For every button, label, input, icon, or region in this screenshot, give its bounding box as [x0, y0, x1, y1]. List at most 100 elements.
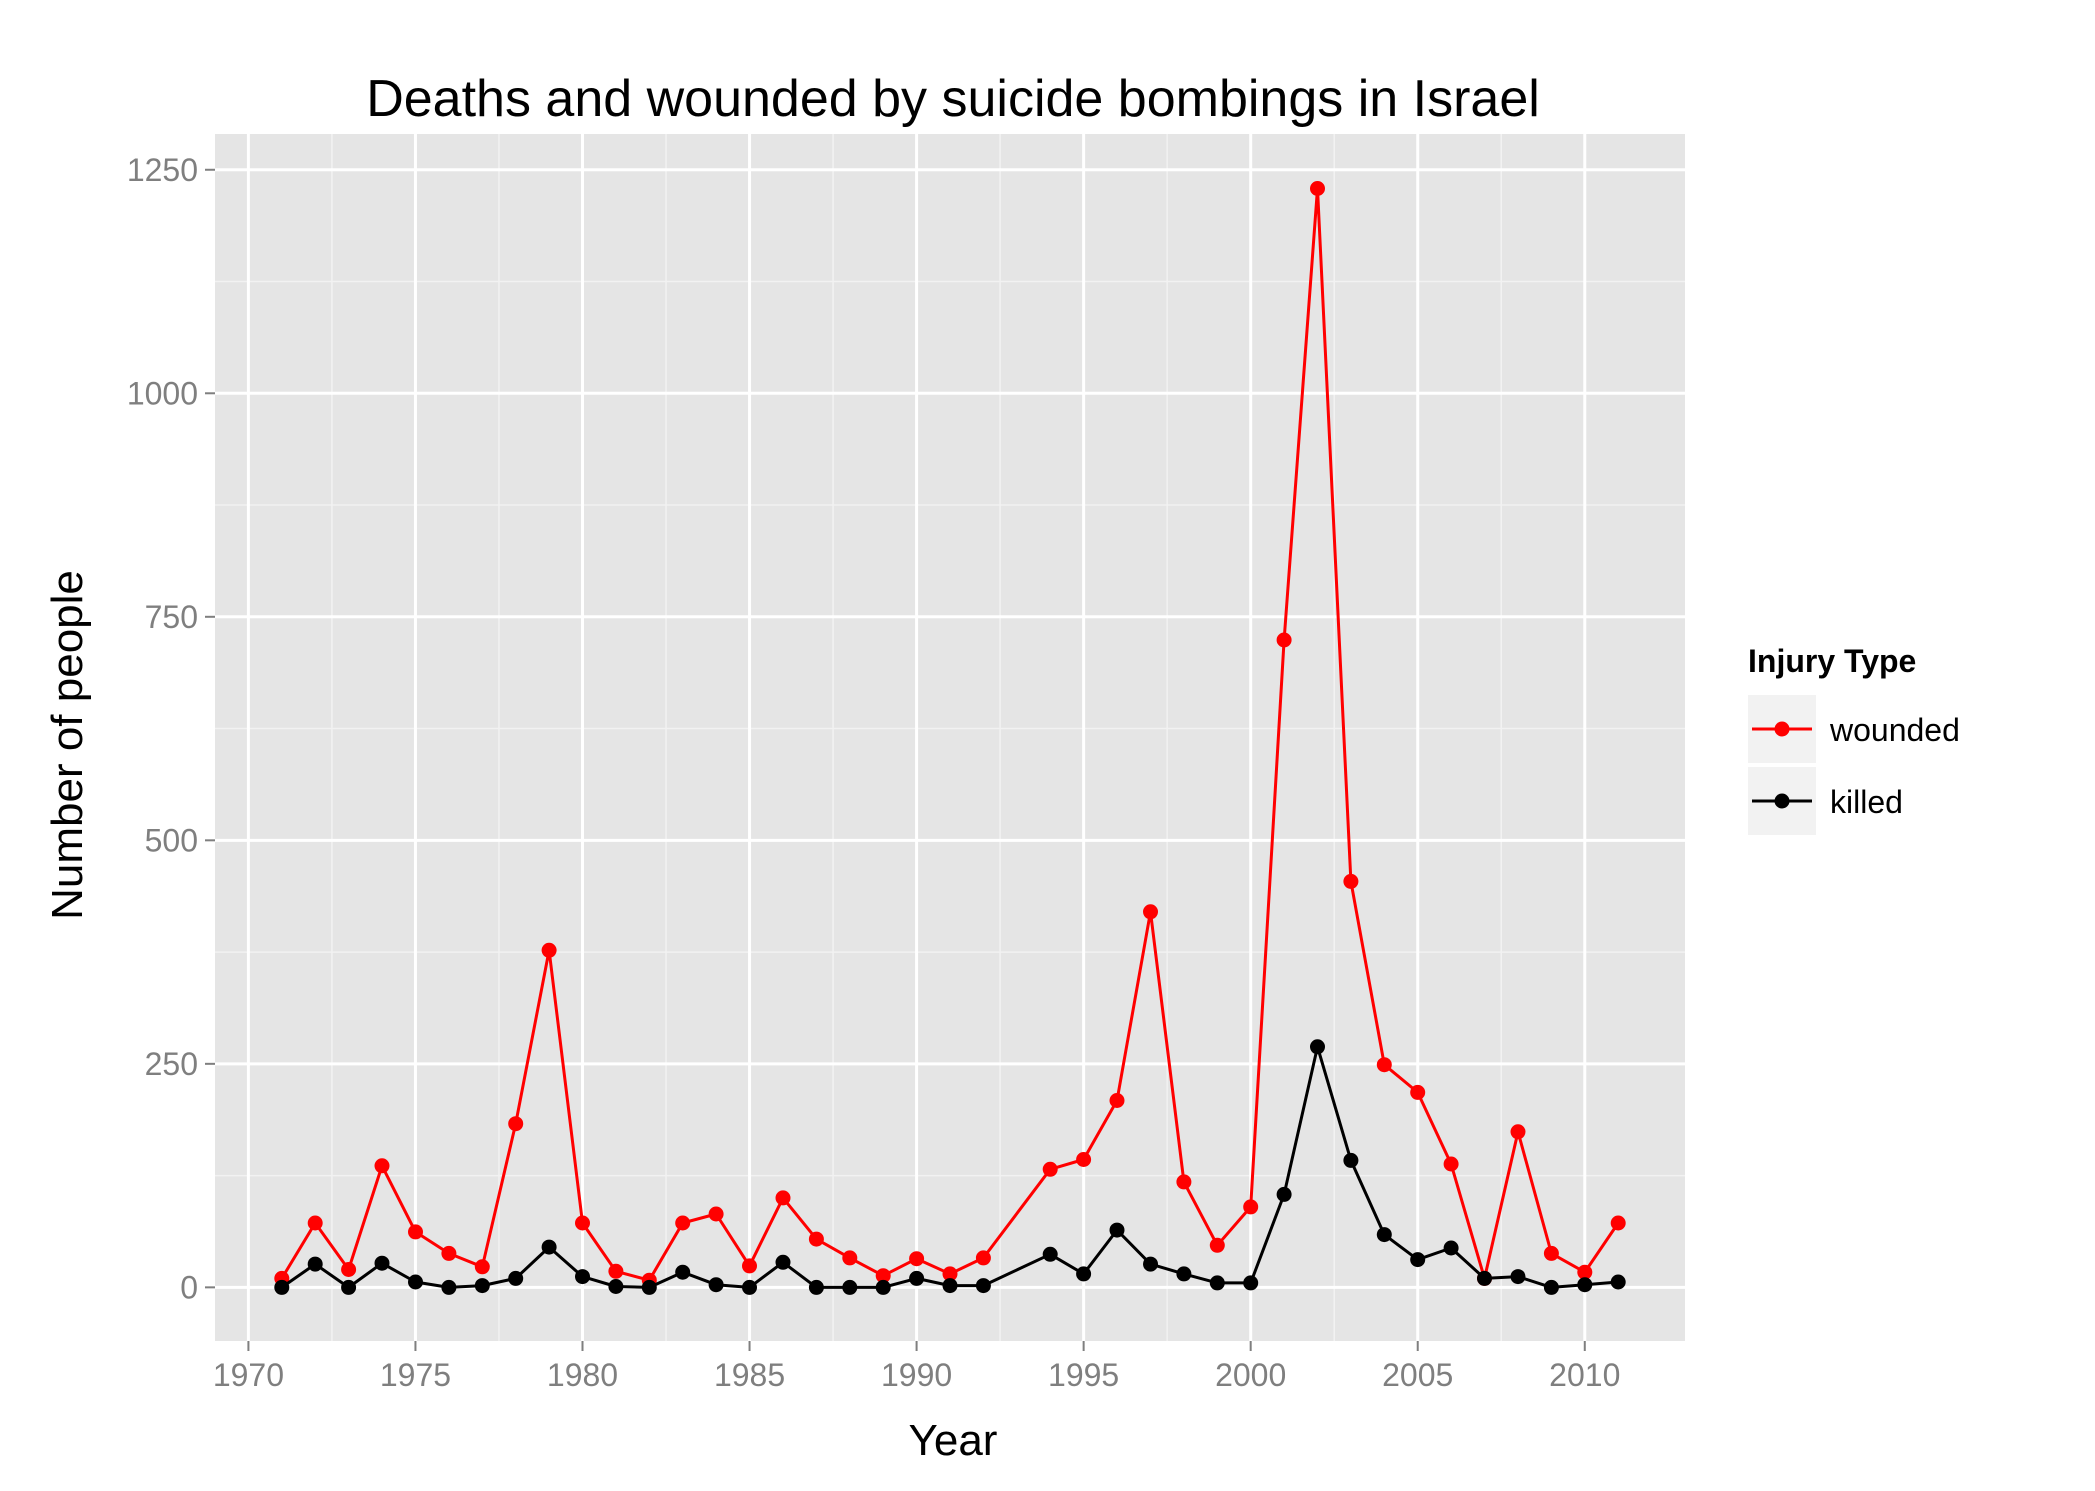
data-point-wounded — [1443, 1156, 1459, 1172]
legend-item-killed: killed — [1748, 767, 1903, 835]
data-point-wounded — [842, 1250, 858, 1266]
data-point-killed — [1109, 1222, 1125, 1238]
data-point-wounded — [1543, 1245, 1559, 1261]
data-point-killed — [1610, 1274, 1626, 1290]
plot-panel — [215, 134, 1685, 1341]
y-tick-label: 250 — [145, 1046, 198, 1082]
data-point-killed — [341, 1279, 357, 1295]
legend-marker — [1774, 793, 1790, 809]
data-point-killed — [1310, 1039, 1325, 1055]
y-tick-label: 500 — [145, 822, 198, 858]
data-point-killed — [1376, 1227, 1392, 1243]
data-point-wounded — [1610, 1215, 1626, 1231]
minor-gridlines — [215, 134, 1685, 1341]
series-line-wounded — [280, 187, 1620, 1282]
data-point-killed — [909, 1270, 925, 1286]
data-point-wounded — [1209, 1237, 1225, 1253]
data-point-wounded — [508, 1116, 524, 1132]
data-point-wounded — [1076, 1152, 1092, 1167]
axis-ticks — [205, 168, 1586, 1351]
series-layer — [274, 181, 1626, 1295]
data-point-wounded — [808, 1231, 824, 1247]
data-point-killed — [1577, 1277, 1593, 1293]
data-point-wounded — [474, 1259, 490, 1275]
chart-title: Deaths and wounded by suicide bombings i… — [366, 70, 1540, 128]
data-point-wounded — [1510, 1124, 1526, 1140]
data-point-wounded — [441, 1245, 457, 1261]
data-point-killed — [274, 1279, 290, 1295]
data-point-wounded — [1176, 1174, 1192, 1190]
data-point-wounded — [575, 1215, 590, 1231]
data-point-killed — [675, 1264, 691, 1280]
data-point-killed — [508, 1270, 524, 1286]
data-point-killed — [1176, 1266, 1192, 1282]
legend-item-wounded: wounded — [1748, 695, 1960, 763]
x-tick-label: 1975 — [380, 1357, 451, 1393]
legend-label: killed — [1830, 784, 1903, 820]
series-wounded — [274, 181, 1626, 1288]
data-point-killed — [1042, 1246, 1058, 1262]
data-point-killed — [374, 1255, 390, 1271]
x-tick-label: 1970 — [213, 1357, 284, 1393]
data-point-wounded — [341, 1262, 357, 1277]
x-tick-label: 2005 — [1382, 1357, 1453, 1393]
data-point-killed — [742, 1279, 757, 1295]
data-point-wounded — [775, 1190, 791, 1206]
data-point-wounded — [408, 1224, 423, 1240]
data-point-wounded — [608, 1263, 624, 1279]
y-axis-title: Number of people — [43, 570, 92, 920]
x-tick-label: 1990 — [881, 1357, 952, 1393]
legend-marker — [1774, 721, 1790, 737]
x-tick-labels: 1970 1975 1980 1985 1990 1995 2000 2005 2010 — [213, 1357, 1621, 1393]
data-point-wounded — [307, 1215, 323, 1231]
data-point-killed — [775, 1254, 791, 1270]
data-point-killed — [1343, 1152, 1359, 1168]
data-point-killed — [474, 1278, 490, 1294]
data-point-killed — [575, 1269, 590, 1285]
legend: Injury Type wounded killed — [1748, 643, 1960, 835]
data-point-wounded — [1042, 1161, 1058, 1177]
data-point-wounded — [1310, 181, 1325, 196]
data-point-killed — [708, 1277, 724, 1293]
data-point-wounded — [1410, 1084, 1426, 1100]
data-point-killed — [1477, 1270, 1492, 1286]
data-point-killed — [541, 1239, 557, 1255]
data-point-killed — [1243, 1275, 1259, 1291]
y-tick-labels: 0 250 500 750 1000 1250 — [127, 152, 198, 1306]
data-point-wounded — [1343, 873, 1359, 889]
data-point-killed — [975, 1278, 991, 1294]
data-point-wounded — [708, 1206, 724, 1222]
data-point-wounded — [1243, 1199, 1259, 1215]
x-tick-label: 1980 — [547, 1357, 618, 1393]
y-tick-label: 0 — [180, 1269, 198, 1305]
data-point-killed — [1410, 1252, 1426, 1268]
data-point-wounded — [875, 1268, 891, 1284]
x-tick-label: 2000 — [1215, 1357, 1286, 1393]
data-point-wounded — [1143, 904, 1158, 920]
data-point-wounded — [374, 1158, 390, 1174]
data-point-killed — [1076, 1266, 1092, 1282]
series-killed — [274, 1039, 1626, 1295]
data-point-wounded — [1276, 632, 1292, 648]
y-tick-label: 750 — [145, 599, 198, 635]
data-point-wounded — [742, 1258, 757, 1274]
data-point-killed — [1209, 1275, 1225, 1291]
data-point-wounded — [1109, 1093, 1125, 1108]
data-point-killed — [1443, 1240, 1459, 1256]
data-point-killed — [875, 1279, 891, 1295]
x-tick-label: 1995 — [1048, 1357, 1119, 1393]
data-point-wounded — [975, 1250, 991, 1266]
data-point-killed — [842, 1279, 858, 1295]
data-point-killed — [1276, 1186, 1292, 1202]
data-point-wounded — [675, 1215, 691, 1231]
data-point-killed — [942, 1278, 958, 1294]
legend-title: Injury Type — [1748, 643, 1916, 679]
x-tick-label: 1985 — [714, 1357, 785, 1393]
series-line-killed — [280, 1045, 1619, 1289]
data-point-killed — [608, 1279, 624, 1294]
x-axis-title: Year — [909, 1416, 998, 1465]
y-tick-label: 1000 — [127, 375, 198, 411]
data-point-killed — [808, 1279, 824, 1295]
data-point-wounded — [942, 1266, 958, 1282]
